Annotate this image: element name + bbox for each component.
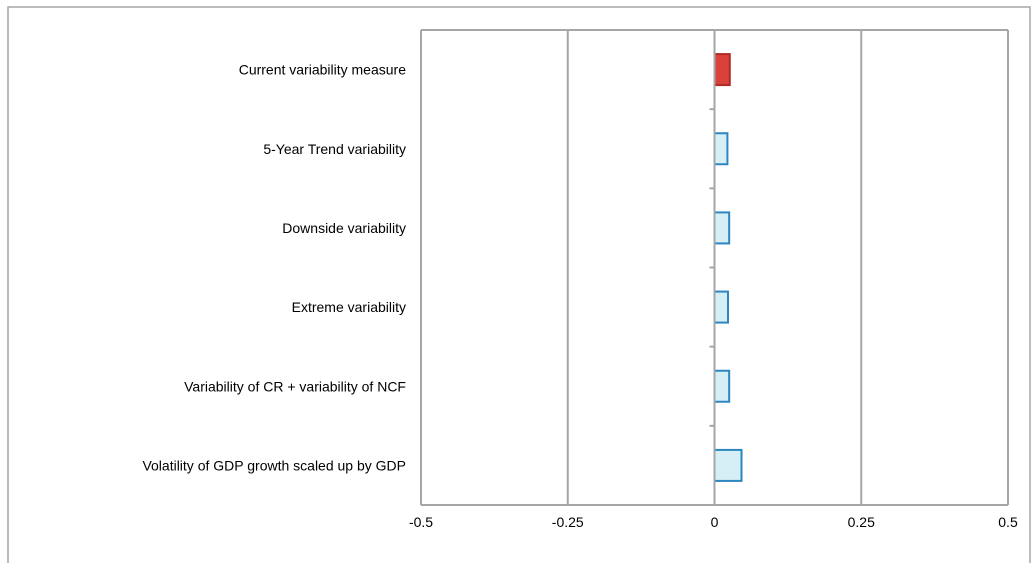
category-label: 5-Year Trend variability [263,141,406,157]
bar [713,53,731,87]
category-label: Current variability measure [239,62,406,78]
bar [713,290,730,324]
x-tick-label: 0 [711,514,719,530]
x-tick-label: -0.5 [409,514,433,530]
outer-border-line [7,6,1031,563]
outer-border [7,6,1031,563]
category-label: Variability of CR + variability of NCF [184,378,406,394]
x-tick-label: -0.25 [552,514,584,530]
x-axis-labels: -0.5 -0.25 0 0.25 0.5 [409,514,1018,530]
x-tick-label: 0.25 [848,514,875,530]
y-axis: Current variability measure 5-Year Trend … [142,29,716,506]
category-label: Volatility of GDP growth scaled up by GD… [142,457,406,473]
x-tick-label: 0.5 [998,514,1018,530]
bar [713,448,743,482]
bar [713,211,731,245]
category-label: Downside variability [282,220,406,236]
category-label: Extreme variability [292,299,406,315]
bar [713,369,731,403]
bar [713,132,729,166]
